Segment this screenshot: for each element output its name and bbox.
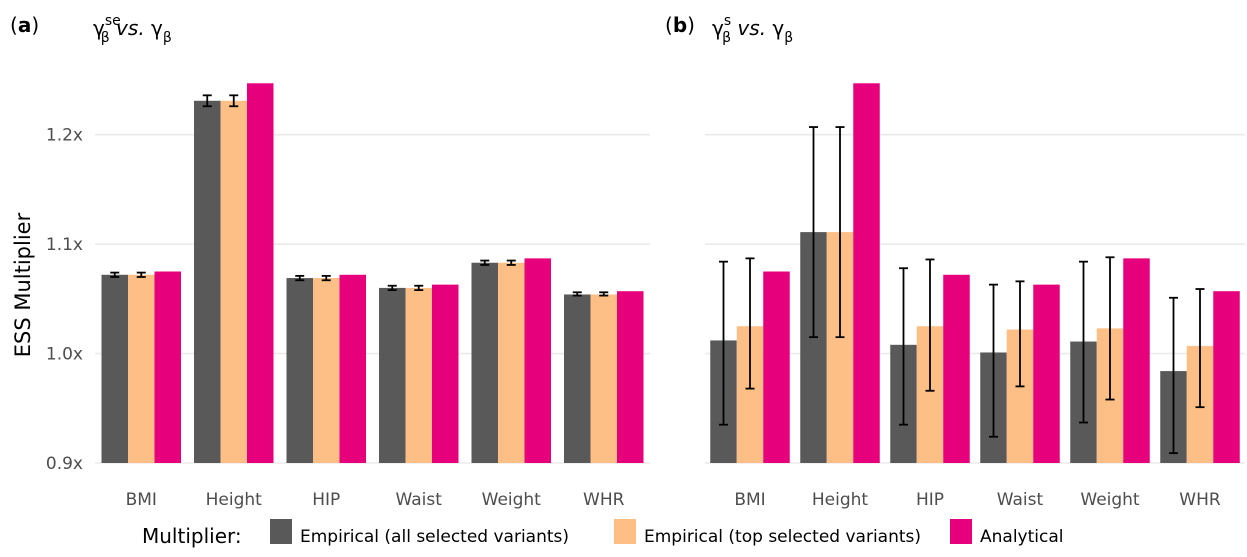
x-tick-label: Waist [396, 490, 443, 510]
x-tick-label: WHR [583, 490, 625, 510]
bar-p0-Weight-s0 [471, 262, 498, 463]
x-tick-label: BMI [734, 490, 765, 510]
bar-p1-BMI-s2 [763, 271, 790, 463]
bar-p0-Height-s1 [220, 100, 247, 463]
legend-label-1: Empirical (top selected variants) [644, 527, 921, 547]
legend-title: Multiplier: [142, 524, 242, 548]
panel-title-0: γse β vs. γβ [93, 13, 172, 46]
bar-p0-HIP-s2 [339, 274, 366, 463]
bar-p0-Height-s2 [247, 83, 274, 463]
bar-p0-WHR-s1 [590, 294, 617, 463]
bar-p0-BMI-s2 [154, 271, 181, 463]
x-tick-label: Height [206, 490, 263, 510]
y-axis-label: ESS Multiplier [11, 212, 35, 357]
legend-swatch-1 [614, 519, 636, 544]
legend-swatch-2 [950, 519, 972, 544]
bar-p0-HIP-s0 [286, 278, 313, 463]
bar-p1-Weight-s2 [1123, 258, 1150, 463]
legend-label-2: Analytical [980, 527, 1063, 547]
x-tick-label: HIP [916, 490, 944, 510]
bar-p0-BMI-s1 [128, 274, 155, 463]
panel-tag-1: (b) [665, 13, 695, 37]
x-tick-label: WHR [1179, 490, 1221, 510]
x-tick-label: Height [812, 490, 869, 510]
bar-p0-Waist-s0 [379, 287, 406, 463]
x-tick-label: HIP [312, 490, 340, 510]
y-tick-label: 1.0x [46, 345, 83, 365]
x-tick-label: Weight [482, 490, 542, 510]
x-tick-label: BMI [126, 490, 157, 510]
panel-tag-0: (a) [10, 13, 39, 37]
bar-p0-BMI-s0 [101, 274, 128, 463]
bar-p1-Height-s2 [853, 83, 880, 463]
bar-p0-Height-s0 [194, 100, 221, 463]
y-tick-label: 1.2x [46, 126, 83, 146]
bar-p0-Weight-s2 [524, 258, 551, 463]
bar-p0-WHR-s2 [617, 291, 644, 463]
bar-p0-Weight-s1 [498, 262, 525, 463]
x-tick-label: Weight [1080, 490, 1140, 510]
panel-title-1: γs β vs. γβ [712, 13, 793, 46]
bar-p1-Waist-s2 [1033, 284, 1060, 463]
bar-p1-HIP-s2 [943, 274, 970, 463]
bar-p0-HIP-s1 [313, 278, 340, 463]
y-tick-label: 1.1x [46, 235, 83, 255]
legend-label-0: Empirical (all selected variants) [300, 527, 569, 547]
bar-p0-Waist-s2 [432, 284, 459, 463]
legend-swatch-0 [270, 519, 292, 544]
bar-p0-WHR-s0 [564, 294, 591, 463]
bar-p1-WHR-s2 [1213, 291, 1240, 463]
y-tick-label: 0.9x [46, 454, 83, 474]
x-tick-label: Waist [997, 490, 1044, 510]
bar-p0-Waist-s1 [405, 287, 432, 463]
